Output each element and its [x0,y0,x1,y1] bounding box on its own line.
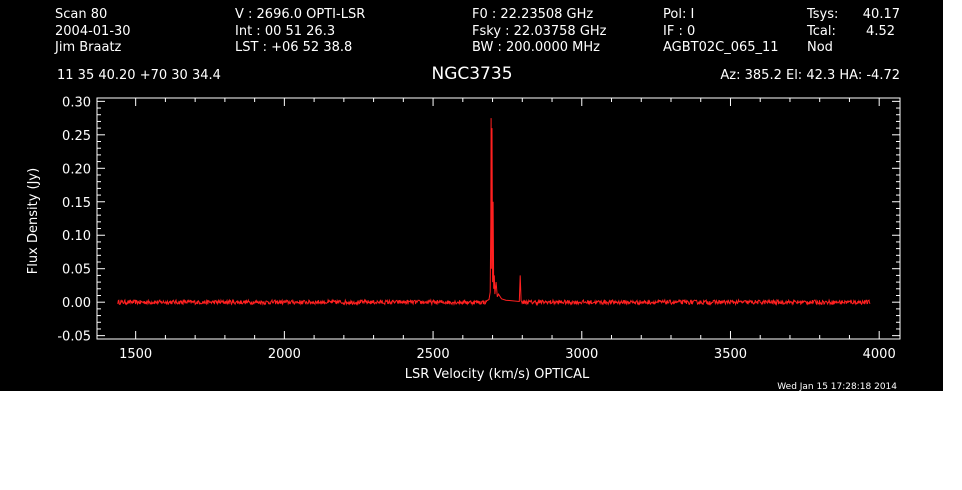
flux-series-line [117,118,871,307]
plot-timestamp: Wed Jan 15 17:28:18 2014 [777,382,897,391]
y-tick-label: 0.20 [62,162,91,177]
tsys-value: 40.17 [863,7,900,22]
y-axis-label: Flux Density (Jy) [26,168,41,274]
integration-time: Int : 00 51 26.3 [235,24,335,39]
spectrum-chart: Scan 80 2004-01-30 Jim Braatz V : 2696.0… [26,7,901,391]
x-tick-label: 2000 [268,347,301,362]
x-tick-label: 1500 [119,347,152,362]
rest-frequency: F0 : 22.23508 GHz [472,7,593,22]
lst-readout: LST : +06 52 38.8 [235,40,352,55]
y-tick-label: 0.10 [62,229,91,244]
y-tick-label: 0.00 [62,296,91,311]
x-tick-label: 3000 [565,347,598,362]
plot-frame [96,97,901,340]
x-tick-label: 4000 [863,347,896,362]
y-tick-label: 0.30 [62,95,91,110]
obs-date: 2004-01-30 [55,24,131,39]
plot-axes: 1500 2000 2500 3000 3500 4000 -0.05 0.00 0.05 0.1… [57,95,901,362]
header-col3: F0 : 22.23508 GHz Fsky : 22.03758 GHz BW… [472,7,607,55]
tsys-label: Tsys: [806,7,838,22]
project-id: AGBT02C_065_11 [663,40,779,55]
spectrum-display: Scan 80 2004-01-30 Jim Braatz V : 2696.0… [0,0,943,391]
scan-label: Scan 80 [55,7,107,22]
y-tick-label: 0.15 [62,196,91,211]
if-number: IF : 0 [663,24,695,39]
header-col4: Pol: I IF : 0 AGBT02C_065_11 [663,7,779,55]
header-col5: Tsys: Tcal: Nod 40.17 4.52 [806,7,900,55]
header-col2: V : 2696.0 OPTI-LSR Int : 00 51 26.3 LST… [235,7,365,55]
x-axis-label: LSR Velocity (km/s) OPTICAL [405,367,590,382]
proc-label: Nod [807,40,833,55]
y-tick-label: 0.25 [62,129,91,144]
y-tick-label: 0.05 [62,263,91,278]
header-col1: Scan 80 2004-01-30 Jim Braatz [54,7,131,55]
y-tick-label: -0.05 [57,330,91,345]
polarization: Pol: I [663,7,694,22]
bandwidth: BW : 200.0000 MHz [472,40,600,55]
observer: Jim Braatz [54,40,122,55]
sky-frequency: Fsky : 22.03758 GHz [472,24,607,39]
tcal-label: Tcal: [806,24,836,39]
source-coordinates: 11 35 40.20 +70 30 34.4 [57,68,221,83]
x-tick-label: 3500 [714,347,747,362]
series-layer [117,118,871,307]
chart-title: NGC3735 [431,64,512,84]
velocity-readout: V : 2696.0 OPTI-LSR [235,7,365,22]
x-tick-label: 2500 [417,347,450,362]
az-el-ha: Az: 385.2 El: 42.3 HA: -4.72 [720,68,900,83]
tcal-value: 4.52 [866,24,895,39]
